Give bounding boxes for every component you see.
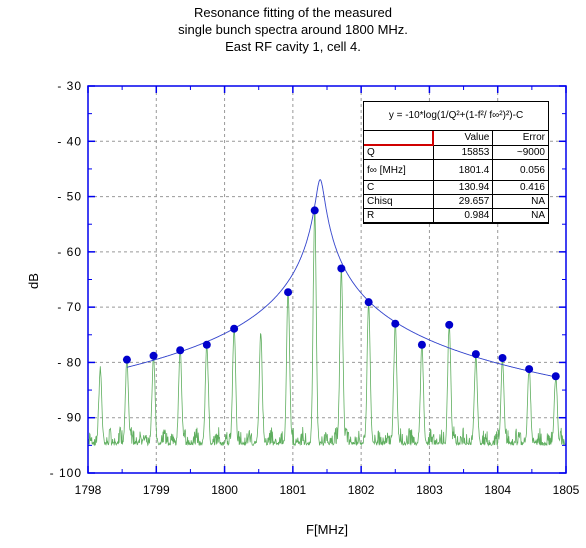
x-axis-title: F[MHz] [306, 522, 348, 537]
table-row: Chisq 29.657 NA [364, 194, 548, 209]
x-tick-label: 1805 [553, 483, 580, 497]
fit-equation: y = -10*log(1/Q²+(1-f²/ f∞²)²)-C [364, 102, 548, 131]
param-value: 0.984 [432, 208, 494, 223]
spectrum-trace [87, 209, 567, 447]
param-error: NA [492, 208, 548, 223]
title-line-1: Resonance fitting of the measured [193, 5, 392, 20]
title-line-2: single bunch spectra around 1800 MHz. [178, 22, 408, 37]
data-point [284, 288, 293, 297]
data-point [337, 264, 346, 273]
param-name: Chisq [364, 194, 434, 209]
data-point [230, 324, 239, 333]
table-header-row: Value Error [364, 131, 548, 146]
param-name: C [364, 180, 434, 195]
param-error: NA [492, 194, 548, 209]
param-value: 1801.4 [432, 159, 494, 181]
x-tick-label: 1800 [211, 483, 238, 497]
x-tick-label: 1804 [484, 483, 511, 497]
data-point [525, 365, 534, 374]
data-point [471, 350, 480, 359]
x-tick-label: 1799 [143, 483, 170, 497]
y-tick-label: - 70 [57, 300, 82, 314]
data-point [122, 355, 131, 364]
y-tick-label: - 100 [50, 466, 82, 480]
table-row: R 0.984 NA [364, 208, 548, 223]
table-row: f∞ [MHz] 1801.4 0.056 [364, 159, 548, 181]
fit-results-table: y = -10*log(1/Q²+(1-f²/ f∞²)²)-C Value E… [363, 101, 549, 224]
y-tick-label: - 40 [57, 134, 82, 148]
data-point [202, 340, 211, 349]
header-value: Value [432, 131, 494, 146]
param-error: 0.056 [492, 159, 548, 181]
fit-line [126, 179, 556, 378]
fit-params: Value Error Q 15853 ~9000 f∞ [MHz] 1801.… [364, 131, 548, 223]
param-name: f∞ [MHz] [364, 159, 434, 181]
data-point [551, 372, 560, 381]
table-row: Q 15853 ~9000 [364, 144, 548, 160]
y-axis-title: dB [26, 273, 41, 289]
data-point [149, 351, 158, 360]
param-value: 15853 [432, 144, 494, 160]
chart-title: Resonance fitting of the measured single… [0, 4, 586, 55]
y-tick-label: - 30 [57, 79, 82, 93]
fit-curve [126, 179, 556, 378]
param-value: 29.657 [432, 194, 494, 209]
spectrum-line [87, 209, 567, 447]
x-tick-label: 1801 [280, 483, 307, 497]
data-points [122, 206, 560, 381]
param-error: 0.416 [492, 180, 548, 195]
header-error: Error [492, 131, 548, 146]
y-tick-label: - 80 [57, 355, 82, 369]
data-point [445, 320, 454, 329]
param-value: 130.94 [432, 180, 494, 195]
data-point [417, 340, 426, 349]
data-point [176, 346, 185, 355]
table-row: C 130.94 0.416 [364, 180, 548, 195]
header-param [364, 131, 434, 146]
param-error: ~9000 [492, 144, 548, 160]
x-tick-label: 1798 [75, 483, 102, 497]
axis-ticks [87, 85, 567, 474]
data-point [498, 354, 507, 363]
x-tick-label: 1803 [416, 483, 443, 497]
tick-labels: 1798 1799 1800 1801 1802 1803 1804 1805 - 100 - 9… [50, 79, 580, 497]
param-name: Q [364, 144, 434, 160]
title-line-3: East RF cavity 1, cell 4. [225, 39, 361, 54]
y-tick-label: - 90 [57, 411, 82, 425]
data-point [364, 298, 373, 307]
y-tick-label: - 60 [57, 245, 82, 259]
param-name: R [364, 208, 434, 223]
data-point [391, 319, 400, 328]
data-point [310, 206, 319, 215]
x-tick-label: 1802 [348, 483, 375, 497]
y-tick-label: - 50 [57, 190, 82, 204]
